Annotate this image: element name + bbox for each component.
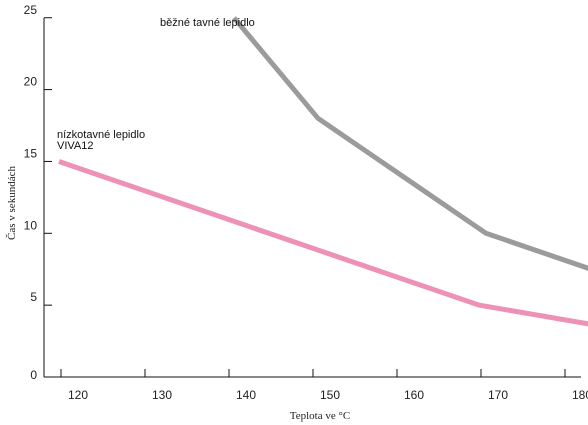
y-tick-label: 15 [24, 146, 38, 160]
x-axis-ticks: 120130140150160170180190200210220230240 [60, 369, 588, 402]
y-axis-title: Čas v sekundách [6, 166, 18, 240]
series-line-2 [58, 159, 588, 327]
series-label-2-line-2: VIVA12 [57, 140, 94, 152]
x-tick-label: 120 [68, 388, 88, 402]
y-axis-ticks: 0 5 10 15 20 25 [24, 3, 52, 382]
x-tick-label: 170 [488, 388, 508, 402]
y-tick-label: 10 [24, 218, 38, 232]
series-label-2-line-1: nízkotavné lepidlo [57, 129, 145, 141]
x-tick-label: 160 [404, 388, 424, 402]
y-tick-label: 20 [24, 75, 38, 89]
x-axis-title: Teplota ve °C [290, 410, 350, 422]
x-tick-label: 150 [320, 388, 340, 402]
series-label-1: běžné tavné lepidlo [160, 17, 255, 29]
x-tick-label: 180 [572, 388, 588, 402]
series-lines [58, 16, 588, 327]
series-annotations: běžné tavné lepidlo nízkotavné lepidloVIV… [57, 17, 255, 152]
y-tick-label: 25 [24, 3, 38, 17]
x-tick-label: 140 [236, 388, 256, 402]
series-line-1 [232, 16, 588, 271]
y-tick-label: 5 [30, 290, 37, 304]
y-tick-label: 0 [30, 368, 37, 382]
x-tick-label: 130 [152, 388, 172, 402]
